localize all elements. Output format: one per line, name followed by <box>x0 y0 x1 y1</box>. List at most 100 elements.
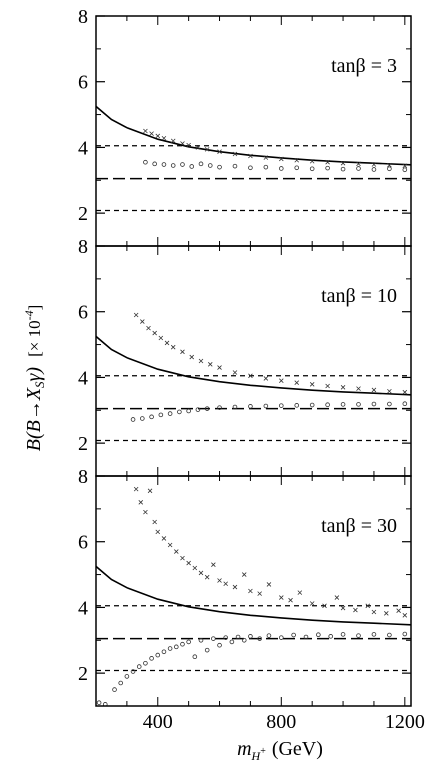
y-axis-label-main: B(B <box>23 420 45 451</box>
cross-point <box>155 529 161 535</box>
x-tick-label: 400 <box>143 711 173 733</box>
y-axis-label-s: S <box>32 381 47 388</box>
cross-point <box>174 549 179 554</box>
cross-point <box>195 145 201 150</box>
circle-point <box>130 417 136 422</box>
cross-point <box>309 382 315 387</box>
circle-point <box>155 652 161 658</box>
circle-point <box>177 409 182 415</box>
cross-point <box>365 603 371 609</box>
circle-point <box>207 163 213 168</box>
cross-point <box>152 330 157 336</box>
cross-point <box>334 595 340 600</box>
cross-point <box>402 613 408 618</box>
circle-point <box>186 639 191 645</box>
circle-point <box>402 167 408 173</box>
cross-point <box>248 588 253 594</box>
cross-point <box>223 581 228 587</box>
circle-point <box>263 164 269 170</box>
circle-point <box>149 656 154 661</box>
cross-point <box>232 151 238 157</box>
circle-point <box>232 404 238 410</box>
y-tick-label: 8 <box>78 466 88 488</box>
panel-frame <box>95 15 412 247</box>
x-axis-label-units: (GeV) <box>272 738 323 760</box>
circle-point <box>328 634 334 639</box>
cross-point <box>180 555 185 561</box>
y-tick-label: 6 <box>78 532 88 554</box>
cross-point <box>371 609 377 615</box>
cross-point <box>241 572 247 577</box>
circle-point <box>325 165 330 171</box>
cross-point <box>207 362 213 367</box>
circle-point <box>161 162 167 167</box>
x-tick-label: 1200 <box>385 711 425 733</box>
circle-point <box>189 164 195 169</box>
x-axis-label-m: m <box>237 738 251 760</box>
circle-point <box>325 402 330 408</box>
circle-point <box>223 635 229 640</box>
circle-point <box>278 403 284 408</box>
cross-point <box>356 386 361 391</box>
cross-point <box>192 565 198 571</box>
panel-1: 2 4 6 8 tanβ = 3 <box>78 6 412 247</box>
panel-3: 2 4 6 8 tanβ = 30 400 800 1200 <box>78 466 425 733</box>
circle-point <box>291 632 296 638</box>
cross-point <box>147 488 153 494</box>
circle-point <box>217 405 222 410</box>
cross-point <box>297 590 303 595</box>
circle-point <box>195 407 201 412</box>
cross-point <box>387 162 392 168</box>
cross-point <box>387 388 392 394</box>
circle-point <box>294 403 300 408</box>
circle-point <box>257 636 262 641</box>
y-tick-label: 8 <box>78 236 88 258</box>
cross-point <box>288 597 293 603</box>
circle-point <box>130 669 136 674</box>
cross-point <box>211 562 216 567</box>
circle-point <box>229 639 235 645</box>
cross-point <box>396 608 401 613</box>
cross-point <box>167 542 173 548</box>
cross-point <box>133 312 139 318</box>
cross-point <box>180 349 185 355</box>
circle-point <box>371 167 377 172</box>
cross-point <box>309 601 315 606</box>
circle-point <box>340 402 346 407</box>
cross-point <box>402 389 408 395</box>
circle-point <box>211 636 216 641</box>
cross-point <box>170 344 176 350</box>
circle-point <box>402 401 408 407</box>
circle-point <box>248 634 253 639</box>
cross-point <box>149 131 154 136</box>
circle-point <box>102 702 108 706</box>
cross-point <box>217 365 222 370</box>
circle-point <box>217 164 222 170</box>
circle-point <box>303 634 309 640</box>
cross-point <box>152 519 157 525</box>
sm-curve <box>96 335 411 396</box>
y-tick-label: 2 <box>78 203 88 225</box>
cross-point <box>180 141 185 146</box>
sm-curve <box>96 105 411 166</box>
cross-point <box>356 161 361 167</box>
y-axis-units-close: ] <box>25 305 44 311</box>
x-axis-label: mH+ (GeV) <box>237 738 323 763</box>
x-axis-label-sub: H <box>251 749 262 763</box>
cross-point <box>204 147 210 152</box>
cross-point <box>322 603 327 609</box>
panel-frame <box>95 245 412 477</box>
panel-label: tanβ = 10 <box>321 285 397 307</box>
circle-point <box>356 166 361 171</box>
circle-point <box>170 163 176 168</box>
cross-point <box>294 157 300 163</box>
cross-point <box>279 156 284 162</box>
cross-point <box>248 153 253 159</box>
circle-point <box>248 404 253 409</box>
circle-point <box>186 408 191 414</box>
panel-label: tanβ = 3 <box>331 55 397 77</box>
circle-point <box>371 401 377 407</box>
cross-point <box>186 142 191 148</box>
cross-point <box>279 378 284 383</box>
cross-point <box>158 335 164 341</box>
